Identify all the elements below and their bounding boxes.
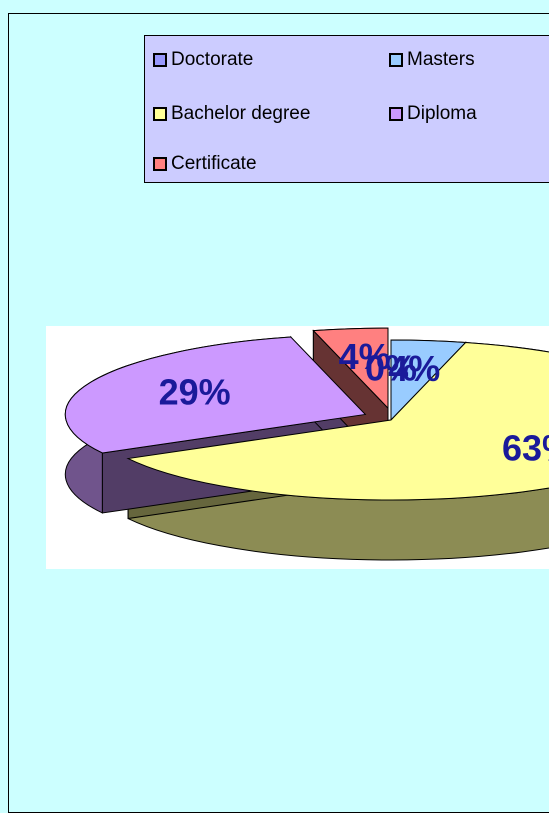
legend-item-diploma: Diploma [389,100,477,128]
pie-tops [64,327,549,501]
legend-item-certificate: Certificate [153,150,257,178]
legend-swatch-bachelor-degree [153,107,167,121]
legend-swatch-masters [389,53,403,67]
pie-slice-bachelor-degree [126,341,549,501]
legend-label-doctorate: Doctorate [171,49,254,70]
pie-label-certificate: 4% [339,336,391,377]
legend-label-diploma: Diploma [407,103,477,124]
legend-label-bachelor-degree: Bachelor degree [171,103,311,124]
legend-label-masters: Masters [407,49,475,70]
legend-swatch-certificate [153,157,167,171]
legend: Doctorate Masters Bachelor degree Diplom… [144,35,549,183]
pie-chart: 0%4% 63% 29% 4% [64,327,549,561]
pie-label-bachelor-degree: 63% [502,427,549,468]
legend-label-certificate: Certificate [171,153,257,174]
pie-labels: 0%4% 63% 29% 4% [159,336,549,469]
pie-label-doctorate: 0% [365,347,417,388]
legend-swatch-doctorate [153,53,167,67]
legend-item-doctorate: Doctorate [153,46,253,74]
pie-slice-certificate [312,327,389,410]
plot-area: 0%4% 63% 29% 4% [46,326,549,569]
legend-item-bachelor-degree: Bachelor degree [153,100,310,128]
legend-item-masters: Masters [389,46,475,74]
legend-swatch-diploma [389,107,403,121]
pie-label-masters: 4% [388,348,440,389]
pie-label-diploma: 29% [159,372,231,413]
pie-slice-diploma [64,336,367,454]
